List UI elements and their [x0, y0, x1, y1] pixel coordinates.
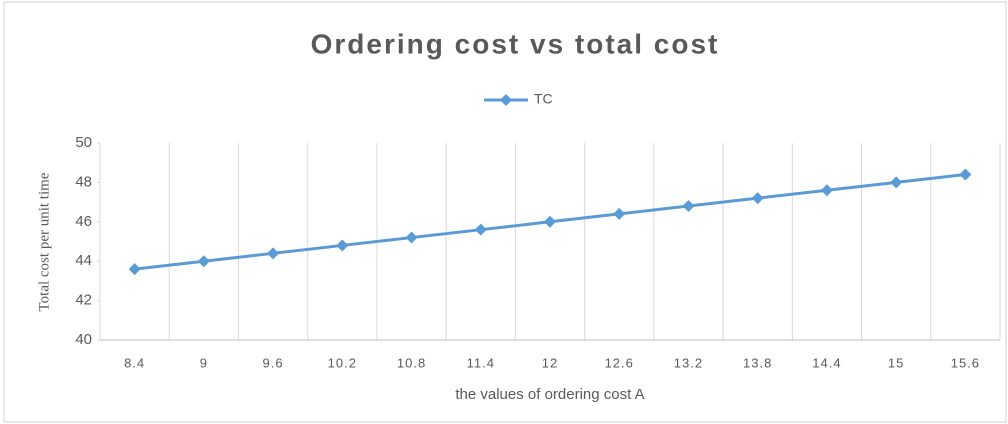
x-tick-label: 11.4 — [467, 355, 495, 370]
y-tick-label: 50 — [75, 134, 92, 151]
data-point — [128, 263, 141, 276]
chart-title: Ordering cost vs total cost — [311, 28, 720, 59]
y-tick-label: 40 — [75, 331, 92, 348]
y-tick-label: 48 — [75, 173, 92, 190]
x-tick-label: 9.6 — [263, 355, 284, 370]
data-point — [751, 192, 764, 205]
data-point — [197, 255, 210, 268]
x-tick-label: 15 — [888, 355, 904, 370]
x-axis-label: the values of ordering cost A — [455, 386, 644, 403]
y-tick-label: 46 — [75, 213, 92, 230]
data-point — [336, 239, 349, 252]
data-point — [267, 247, 280, 260]
x-tick-label: 10.2 — [328, 355, 357, 370]
legend-marker — [500, 94, 512, 106]
x-tick-label: 13.8 — [743, 355, 772, 370]
data-point — [405, 231, 418, 244]
x-tick-label: 14.4 — [812, 355, 841, 370]
data-point — [682, 200, 695, 213]
chart-frame — [3, 1, 1007, 423]
x-tick-label: 15.6 — [951, 355, 980, 370]
x-tick-label: 12.6 — [605, 355, 634, 370]
x-tick-label: 8.4 — [124, 355, 145, 370]
data-point — [613, 207, 626, 220]
y-axis-label: Total cost per unit time — [36, 172, 52, 311]
data-point — [959, 168, 972, 181]
x-tick-label: 12 — [542, 355, 558, 370]
data-point — [544, 215, 556, 228]
x-tick-label: 10.8 — [397, 355, 426, 370]
x-tick-label: 13.2 — [674, 355, 703, 370]
data-point — [474, 223, 487, 236]
legend-label: TC — [534, 91, 553, 107]
data-point — [820, 184, 833, 197]
data-point — [890, 176, 903, 189]
y-tick-label: 44 — [75, 252, 92, 269]
y-tick-label: 42 — [75, 292, 92, 309]
x-tick-label: 9 — [200, 355, 208, 370]
